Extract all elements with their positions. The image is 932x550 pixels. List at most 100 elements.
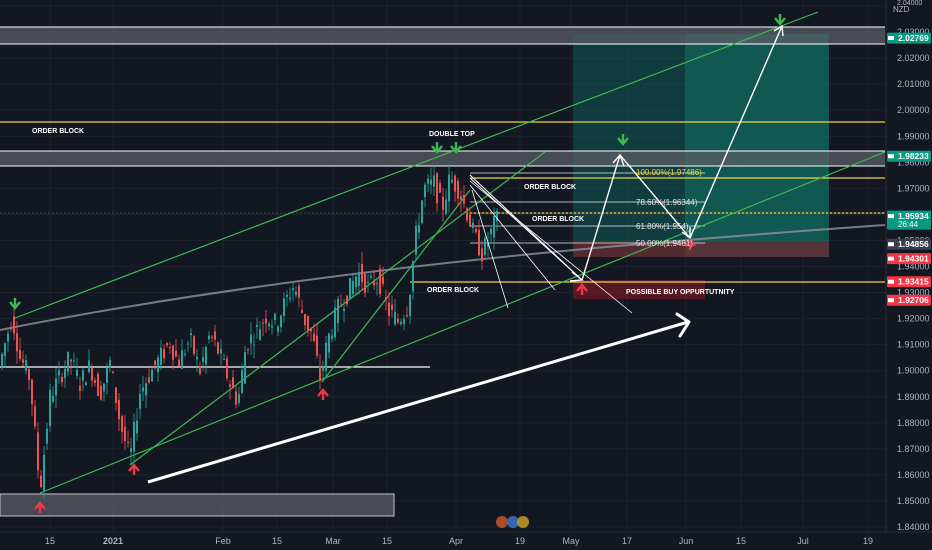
price-tag-marker [888,242,894,247]
price-tag-label: 1.92706 [898,295,929,305]
candle-body [22,359,24,363]
candle-body [196,356,198,360]
candle-body [214,331,216,340]
candle-body [358,271,360,286]
candle-body [382,276,384,284]
order-block-label: ORDER BLOCK [532,216,584,223]
candle-body [136,420,138,434]
candle-body [250,334,252,344]
candle-body [118,400,120,420]
green-down-arrow-icon [431,142,443,154]
candle-body [436,173,438,204]
red-up-arrow-icon [34,501,46,513]
price-tag-label: 1.94301 [898,254,929,264]
time-tick-label: 15 [736,536,746,546]
fib-label-786: 78.60%(1.96344) [636,198,698,207]
candle-body [13,316,15,334]
candle-body [403,318,405,324]
fib-lines [470,172,705,244]
candle-body [202,357,204,362]
candle-body [151,369,153,382]
candle-body [418,225,420,233]
candle-body [388,302,390,317]
candle-body [76,369,78,376]
double-top-label: DOUBLE TOP [429,131,475,138]
candle-body [148,377,150,383]
candle-body [97,373,99,396]
candle-body [352,280,354,295]
candle-body [457,180,459,199]
candle-body [166,343,168,346]
target-zone [573,34,829,257]
moving-average-line [0,224,886,331]
candle-body [430,179,432,185]
candle-body [337,298,339,323]
candle-body [355,276,357,288]
candle-body [334,307,336,338]
candle-body [400,321,402,325]
candle-body [367,281,369,283]
price-tick-label: 1.87000 [897,444,930,454]
candle-body [58,370,60,376]
candle-body [226,358,228,379]
price-tag [887,238,931,250]
candle-body [124,426,126,442]
candle-body [370,276,372,278]
candle-body [103,383,105,392]
candle-body [73,360,75,362]
candle-body [271,325,273,328]
candle-body [310,327,312,332]
price-tag-label: 2.02769 [898,33,929,43]
time-tick-label: 2021 [103,536,123,546]
candle-body [496,210,498,222]
candle-body [292,288,294,291]
candle-body [295,291,297,295]
candle-body [121,416,123,432]
candle-body [25,360,27,371]
candle-body [328,333,330,353]
time-tick-label: 15 [382,536,392,546]
price-tag [887,150,931,162]
candle-body [199,365,201,374]
candle-body [376,283,378,285]
price-tag [887,32,931,44]
candle-body [493,215,495,238]
candle-body [157,357,159,373]
candle-body [106,367,108,383]
candle-body [313,333,315,342]
candle-body [235,391,237,405]
candle-body [424,184,426,198]
candle-body [112,371,114,373]
red-up-arrow-icon [317,388,329,400]
mid-resistance-zone [0,151,885,166]
candle-body [364,273,366,293]
price-tick-label: 1.93000 [897,288,930,298]
signal-markers [9,14,786,513]
candle-body [109,359,111,368]
candle-body [211,336,213,338]
price-tag [887,210,931,230]
candle-body [490,228,492,235]
candle-body [322,365,324,371]
candle-body [55,378,57,396]
fib-label-100: 100.00%(1.97486) [636,168,702,177]
candle-body [385,297,387,300]
candle-body [253,344,255,346]
candle-body [349,277,351,299]
candle-body [232,377,234,389]
price-tag-marker [888,279,894,284]
candle-body [88,360,90,373]
price-tag-marker [888,256,894,261]
candle-body [31,379,33,405]
candle-body [37,432,39,471]
order-block-label: ORDER BLOCK [524,184,576,191]
green-down-arrow-icon [774,14,786,26]
candle-body [61,376,63,383]
time-tick-label: May [562,536,580,546]
candle-body [94,380,96,383]
candle-body [481,248,483,262]
candle-body [247,349,249,351]
candle-body [145,383,147,396]
bottom-support-zone [0,493,395,517]
